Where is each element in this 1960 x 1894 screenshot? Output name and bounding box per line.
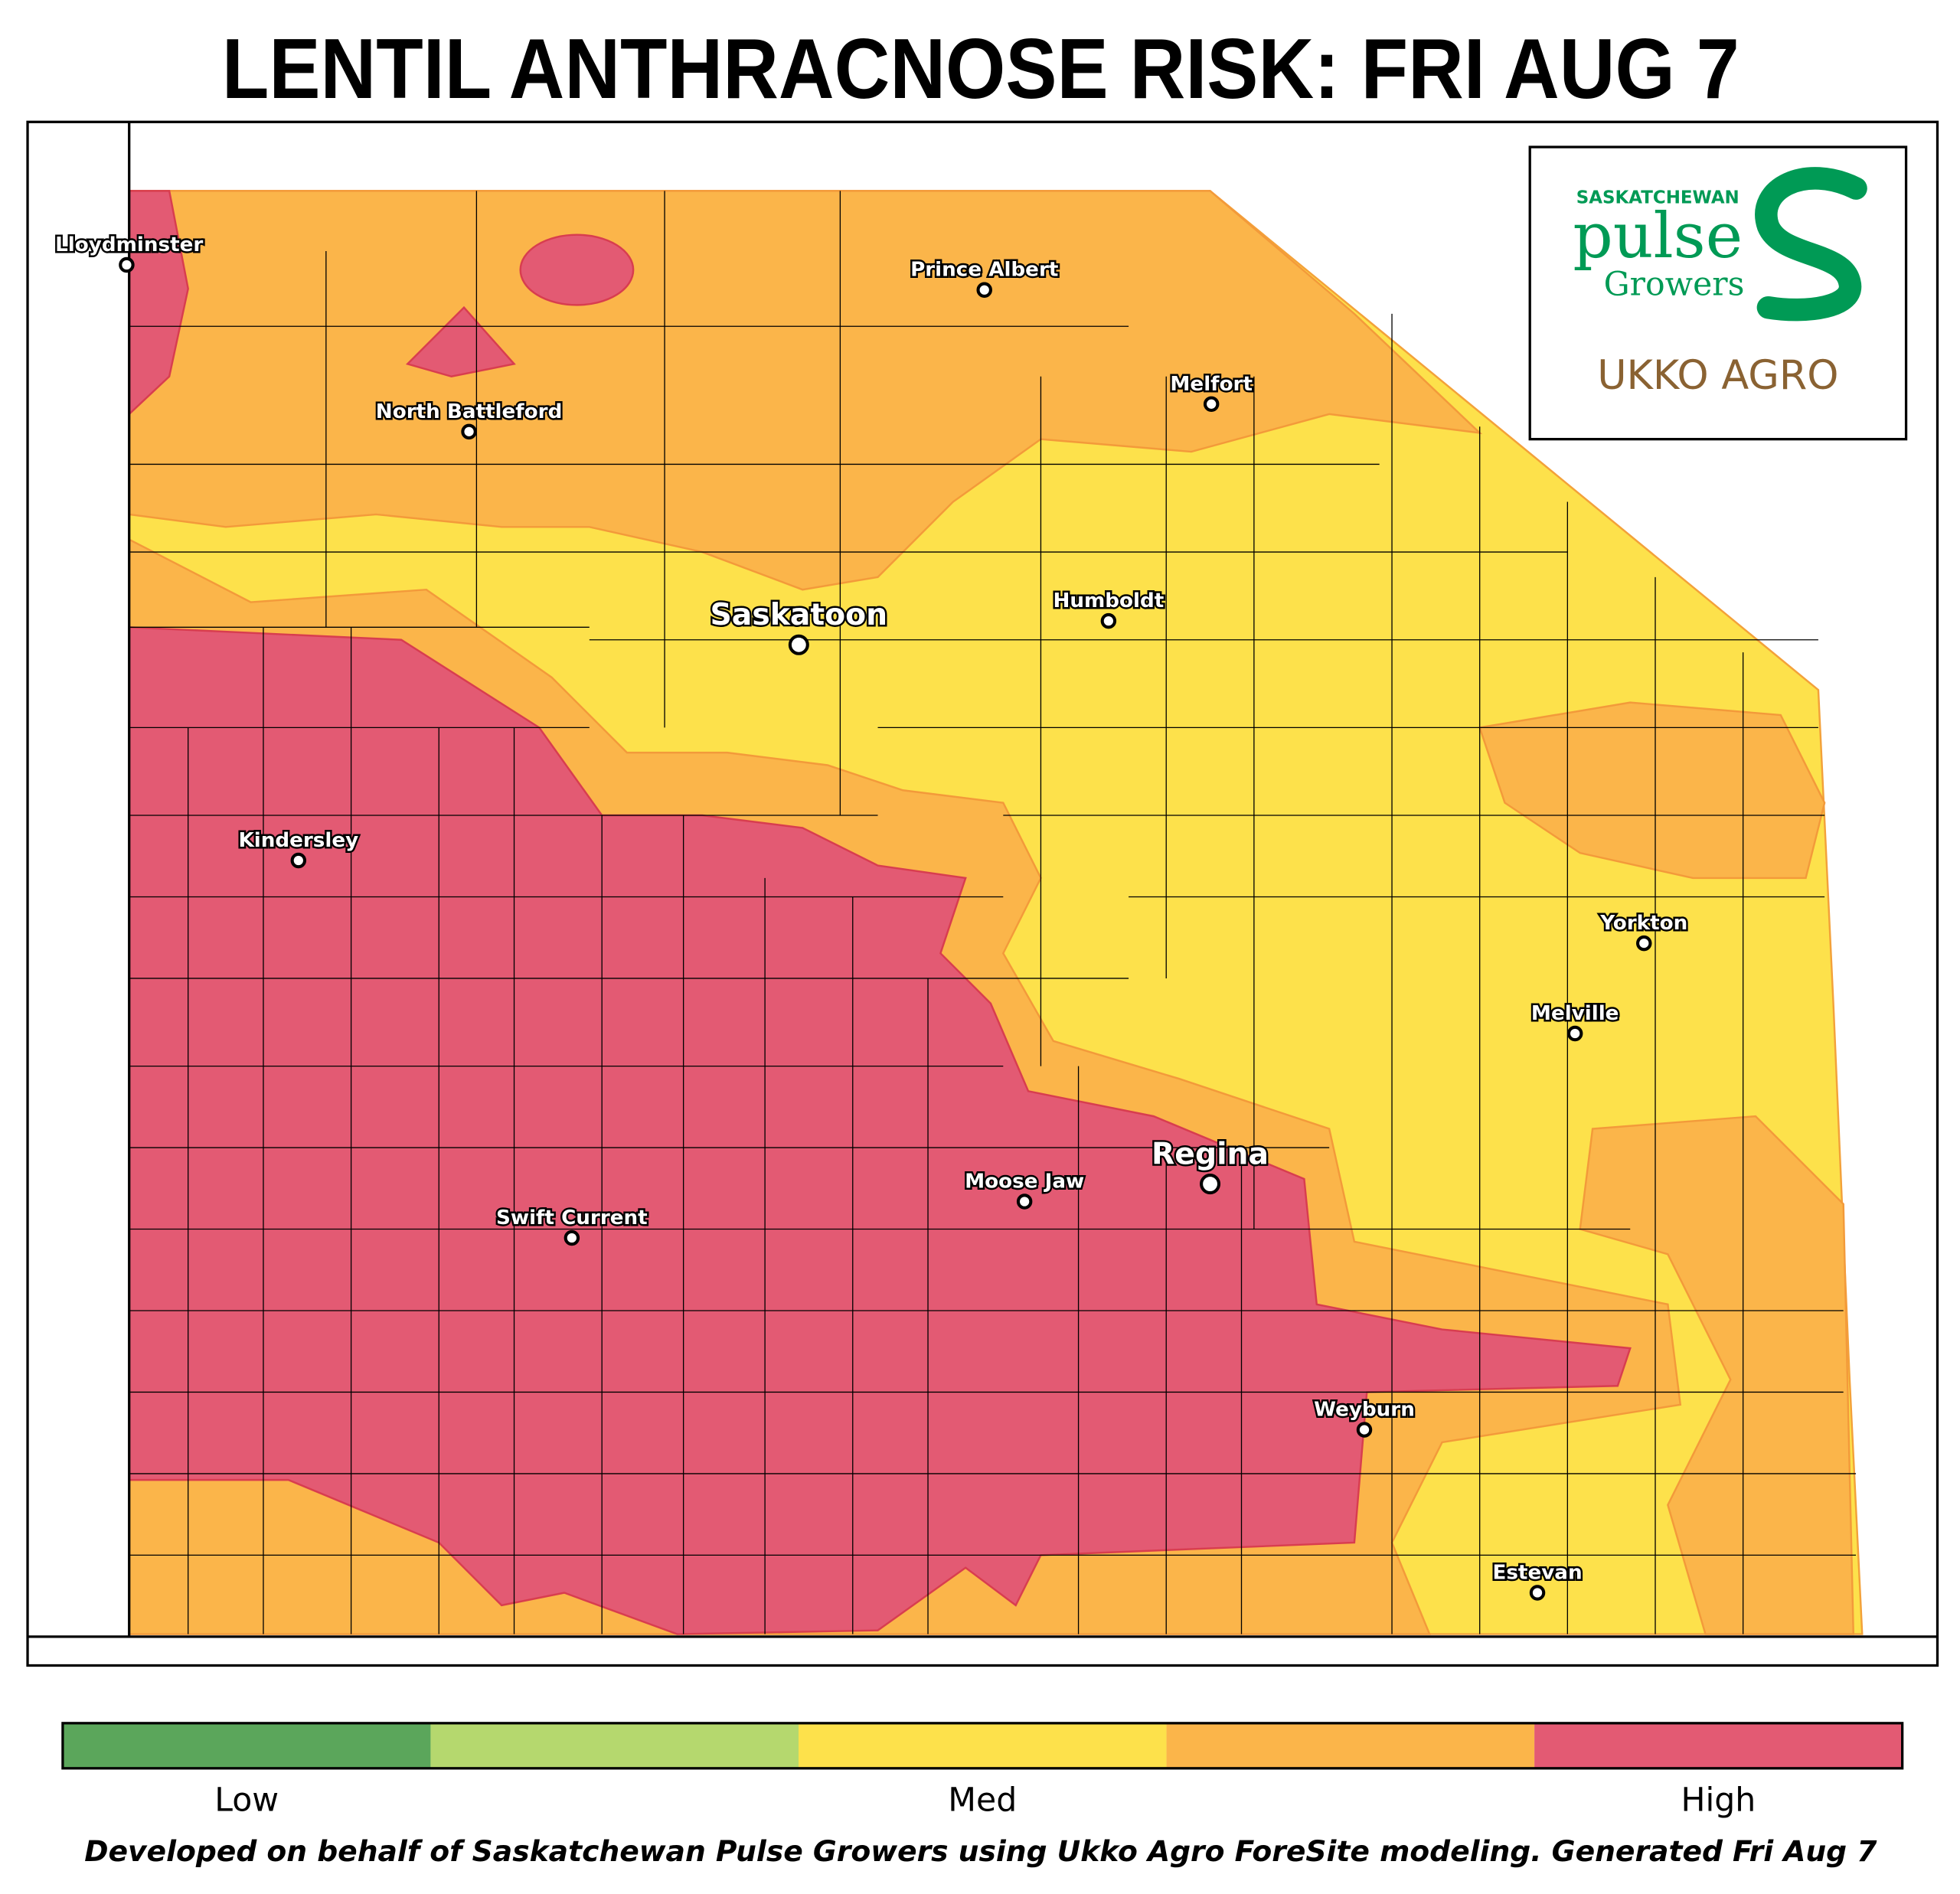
logo-mark <box>1755 167 1867 322</box>
zone-elevated <box>1579 1115 1855 1635</box>
logo-text: SASKATCHEWAN <box>1576 188 1740 208</box>
logo-text: pulse <box>1573 200 1743 273</box>
legend-swatch <box>1166 1723 1535 1768</box>
city-label: Moose Jaw <box>965 1170 1084 1193</box>
legend-swatch <box>430 1723 799 1768</box>
zone-high <box>128 626 1632 1635</box>
footer: Developed on behalf of Saskatchewan Puls… <box>84 1834 1877 1868</box>
city-dot <box>1636 935 1652 952</box>
city-label: Lloydminster <box>55 233 203 256</box>
city-dot <box>1356 1422 1373 1438</box>
logo: SASKATCHEWAN pulse Growers UKKO AGRO <box>1528 145 1908 441</box>
logo-text: Growers <box>1604 265 1745 303</box>
logo-text: UKKO AGRO <box>1597 352 1838 399</box>
city-label: Yorkton <box>1599 912 1687 935</box>
city-dot <box>788 634 809 655</box>
zone-high <box>519 233 635 306</box>
district-lines <box>129 191 1857 1634</box>
legend-border <box>61 1722 1904 1770</box>
city-dot <box>1529 1585 1546 1601</box>
legend-label: Low <box>214 1781 279 1819</box>
legend-label: High <box>1681 1781 1756 1819</box>
city-label: Regina <box>1152 1137 1269 1171</box>
city-label: Humboldt <box>1053 589 1164 612</box>
city-label: Weyburn <box>1314 1399 1415 1422</box>
legend-label: Med <box>948 1781 1017 1819</box>
city-label: North Battleford <box>376 400 563 423</box>
zone-elevated <box>1478 701 1826 880</box>
city-dot <box>1200 1174 1221 1195</box>
legend-swatch <box>62 1723 431 1768</box>
city-dot <box>564 1229 580 1246</box>
city-dot <box>1203 396 1220 413</box>
city-label: Melfort <box>1170 373 1253 396</box>
city-dot <box>1100 612 1117 629</box>
legend: Low Med High <box>61 1722 1904 1819</box>
city-dot <box>461 423 477 440</box>
legend-swatch <box>1534 1723 1903 1768</box>
city-dot <box>119 256 135 273</box>
cities: Lloydminster Prince Albert Melfort North Ba… <box>54 232 1690 1601</box>
city-label: Saskatoon <box>710 598 888 632</box>
city-label: Swift Current <box>496 1207 648 1229</box>
city-dot <box>1016 1194 1033 1210</box>
city-label: Prince Albert <box>910 259 1058 282</box>
city-label: Kindersley <box>238 829 358 852</box>
city-dot <box>290 852 307 869</box>
city-label: Melville <box>1531 1002 1619 1025</box>
city-dot <box>1566 1025 1583 1042</box>
legend-swatch <box>798 1723 1167 1768</box>
title: LENTIL ANTHRACNOSE RISK: FRI AUG 7 <box>222 21 1740 116</box>
city-dot <box>976 282 992 298</box>
city-label: Estevan <box>1492 1561 1582 1584</box>
